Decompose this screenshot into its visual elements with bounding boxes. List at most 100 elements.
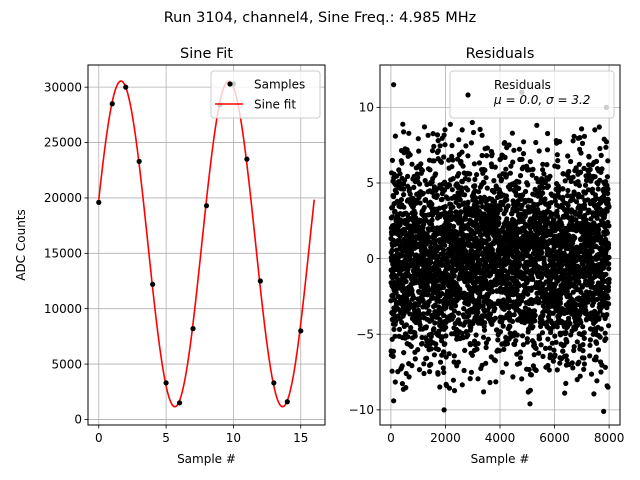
residual-point xyxy=(450,157,456,163)
residual-point xyxy=(492,358,498,364)
residual-point xyxy=(437,143,443,149)
residual-point xyxy=(442,179,448,185)
residual-point xyxy=(517,349,524,355)
residual-point xyxy=(400,181,407,187)
residual-point xyxy=(527,159,533,165)
residual-point xyxy=(531,308,538,314)
residual-point xyxy=(499,176,505,182)
residual-point xyxy=(449,187,455,193)
residual-point xyxy=(425,284,431,290)
sine-fit-legend: Samples Sine fit xyxy=(210,70,321,119)
residual-point xyxy=(429,217,435,223)
residual-point xyxy=(420,311,426,317)
residual-point xyxy=(433,171,439,177)
residual-point xyxy=(412,356,418,362)
residual-point xyxy=(448,211,454,218)
residual-point xyxy=(545,362,551,369)
residual-point xyxy=(519,333,526,339)
residual-point xyxy=(599,246,605,252)
residual-point xyxy=(450,313,457,319)
residual-point xyxy=(491,178,497,184)
residuals-xlabel: Sample # xyxy=(471,452,530,466)
sample-point xyxy=(257,278,263,284)
residual-point xyxy=(487,311,493,317)
residual-point xyxy=(536,148,542,154)
residual-point xyxy=(601,408,607,414)
residual-point xyxy=(405,334,411,340)
residual-point xyxy=(595,186,601,192)
residual-point xyxy=(492,164,498,170)
residual-point xyxy=(605,197,611,203)
y-tick-label: 5000 xyxy=(51,357,82,371)
residual-point xyxy=(581,335,587,341)
residual-point xyxy=(432,238,438,244)
residual-point xyxy=(545,336,551,342)
residual-point xyxy=(413,215,419,221)
residual-point xyxy=(451,273,457,279)
residual-point xyxy=(476,160,482,166)
residual-point xyxy=(580,348,586,354)
residual-point xyxy=(516,185,522,191)
residual-point xyxy=(597,177,603,183)
residual-point xyxy=(606,261,612,267)
residual-point xyxy=(475,341,481,347)
residual-point xyxy=(532,318,538,324)
residual-point xyxy=(595,347,602,353)
residual-point xyxy=(580,342,586,348)
residual-point xyxy=(581,330,587,336)
residual-point xyxy=(456,137,462,143)
residual-point xyxy=(427,369,433,375)
residual-point xyxy=(411,295,417,301)
legend-residuals-label: Residuals xyxy=(494,78,551,92)
residual-point xyxy=(540,190,546,196)
residual-point xyxy=(530,166,536,172)
residual-point xyxy=(580,324,586,330)
residual-point xyxy=(434,132,441,138)
y-tick-label: 10 xyxy=(359,101,374,115)
residual-point xyxy=(581,133,588,139)
residual-point xyxy=(537,336,543,342)
residual-point xyxy=(496,348,502,354)
residual-point xyxy=(447,182,453,188)
residual-point xyxy=(455,359,461,365)
residual-point xyxy=(603,179,609,185)
residual-point xyxy=(409,161,415,167)
residual-point xyxy=(514,332,520,338)
residual-point xyxy=(594,215,600,221)
residual-point xyxy=(396,326,403,332)
y-tick-label: 15000 xyxy=(44,247,82,261)
residual-point xyxy=(398,197,404,203)
residual-point xyxy=(578,169,584,175)
sample-point xyxy=(123,84,129,90)
residual-point xyxy=(419,167,425,174)
residual-point xyxy=(442,242,448,248)
residual-point xyxy=(501,346,507,352)
x-tick-label: 10 xyxy=(226,431,241,445)
residual-point xyxy=(542,196,548,202)
residual-point xyxy=(437,359,444,365)
residual-point xyxy=(569,360,575,366)
sample-point xyxy=(163,380,169,386)
residual-point xyxy=(421,370,427,377)
residual-point xyxy=(606,266,612,272)
residual-point xyxy=(547,345,553,351)
residual-point xyxy=(435,346,441,353)
residual-point xyxy=(532,312,538,318)
residual-point xyxy=(603,139,610,145)
residual-point xyxy=(424,355,430,361)
y-tick-label: 20000 xyxy=(44,191,82,205)
residual-point xyxy=(518,355,524,361)
residual-point xyxy=(496,220,502,226)
sample-point xyxy=(271,380,277,386)
residual-point xyxy=(407,191,413,197)
residual-point xyxy=(513,338,519,344)
residual-point xyxy=(566,175,572,181)
residual-point xyxy=(582,182,589,188)
residual-point xyxy=(573,167,579,173)
residual-point xyxy=(495,337,501,343)
residual-point xyxy=(603,144,609,150)
residual-point xyxy=(566,168,572,175)
y-tick-label: 10000 xyxy=(44,302,82,316)
residual-point xyxy=(533,139,539,146)
residual-point xyxy=(467,342,474,348)
